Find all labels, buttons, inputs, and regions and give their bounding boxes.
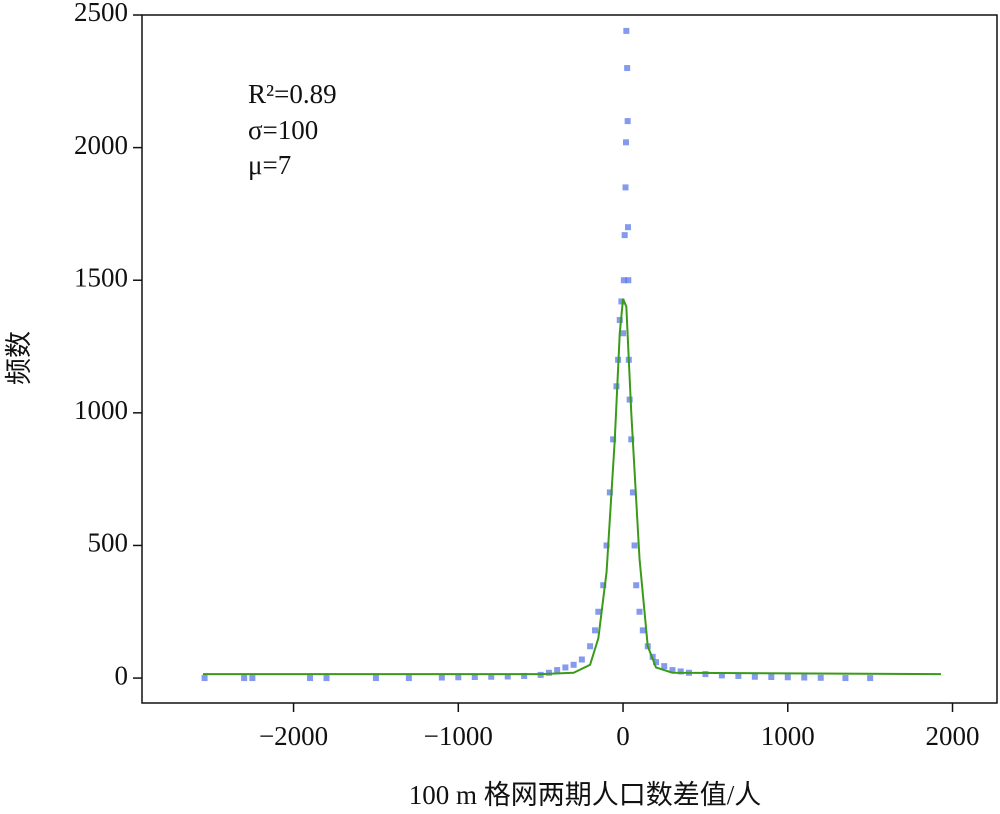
point [735, 672, 742, 679]
point [372, 675, 379, 682]
point [438, 674, 445, 681]
x-axis-label: 100 m 格网两期人口数差值/人 [409, 780, 762, 810]
point [817, 674, 824, 681]
x-tick-label: −1000 [424, 721, 493, 751]
point [616, 317, 623, 324]
point [631, 542, 638, 549]
point [621, 232, 628, 239]
point [677, 668, 684, 675]
x-tick-label: 1000 [761, 721, 815, 751]
point [606, 489, 613, 496]
annotation: σ=100 [248, 115, 318, 145]
x-tick-label: −2000 [259, 721, 328, 751]
point [624, 224, 631, 231]
point [618, 298, 625, 305]
y-tick-label: 1500 [74, 262, 128, 292]
point [628, 436, 635, 443]
annotation: μ=7 [248, 150, 291, 180]
point [610, 436, 617, 443]
y-tick-label: 1000 [74, 395, 128, 425]
point [622, 184, 629, 191]
y-tick-label: 2000 [74, 130, 128, 160]
point [623, 139, 630, 146]
point [639, 627, 646, 634]
point [578, 656, 585, 663]
y-tick-label: 500 [88, 528, 129, 558]
point [768, 674, 775, 681]
point [201, 675, 208, 682]
point [842, 675, 849, 682]
point [623, 27, 630, 34]
point [867, 675, 874, 682]
annotation: R²=0.89 [248, 79, 337, 109]
point [620, 330, 627, 337]
point [488, 673, 495, 680]
point [624, 118, 631, 125]
point [784, 674, 791, 681]
point [562, 664, 569, 671]
point [661, 663, 668, 670]
point [669, 667, 676, 674]
y-tick-label: 2500 [74, 0, 128, 27]
point [603, 542, 610, 549]
point [241, 675, 248, 682]
point [307, 675, 314, 682]
point [595, 608, 602, 615]
point [625, 277, 632, 284]
x-tick-label: 0 [616, 721, 630, 751]
point [620, 277, 627, 284]
y-tick-label: 0 [115, 660, 129, 690]
point [600, 582, 607, 589]
point [702, 671, 709, 678]
point [652, 659, 659, 666]
point [624, 65, 631, 72]
plot-frame [141, 14, 998, 704]
point [471, 674, 478, 681]
point [455, 674, 462, 681]
point [751, 673, 758, 680]
point [626, 396, 633, 403]
point [323, 675, 330, 682]
fit-line [202, 298, 941, 676]
x-tick-label: 2000 [926, 721, 980, 751]
point [521, 672, 528, 679]
point [718, 672, 725, 679]
point [592, 627, 599, 634]
point [636, 608, 643, 615]
point [629, 489, 636, 496]
point [570, 661, 577, 668]
point [554, 667, 561, 674]
point [405, 675, 412, 682]
point [249, 675, 256, 682]
y-axis-label: 频数 [4, 331, 34, 385]
point [587, 643, 594, 650]
point [801, 674, 808, 681]
point [504, 673, 511, 680]
point [633, 582, 640, 589]
